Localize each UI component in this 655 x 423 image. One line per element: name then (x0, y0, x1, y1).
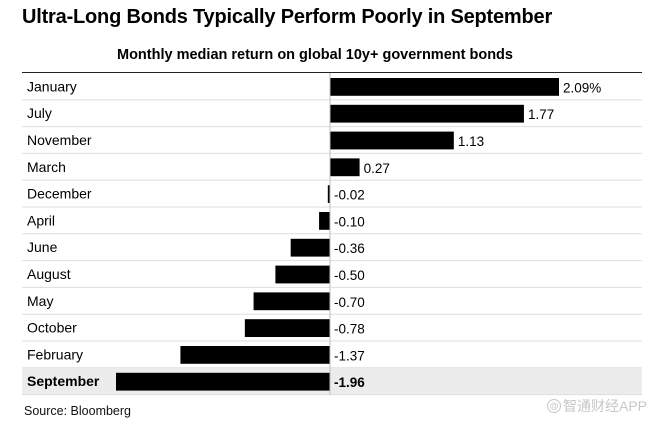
watermark-text: 智通财经APP (562, 398, 647, 414)
category-label-august: August (27, 266, 71, 282)
category-label-september: September (27, 373, 100, 389)
source-note: Source: Bloomberg (24, 404, 132, 418)
category-label-july: July (27, 105, 52, 121)
bar-september (116, 372, 330, 391)
value-label-may: -0.70 (334, 295, 365, 310)
bar-january (330, 78, 559, 96)
bar-august (275, 265, 330, 284)
category-label-march: March (27, 159, 66, 175)
highlight-row-september (22, 367, 642, 395)
value-label-november: 1.13 (458, 134, 484, 149)
category-label-january: January (27, 78, 77, 94)
value-label-october: -0.78 (334, 322, 365, 337)
value-label-july: 1.77 (528, 107, 554, 122)
at-icon: @ (546, 399, 561, 413)
value-label-june: -0.36 (334, 241, 365, 256)
bar-april (319, 212, 330, 230)
bar-june (290, 238, 330, 257)
category-label-october: October (27, 320, 77, 336)
category-label-february: February (27, 346, 83, 362)
value-label-march: 0.27 (364, 161, 390, 176)
chart-subtitle: Monthly median return on global 10y+ gov… (117, 47, 513, 63)
category-label-june: June (27, 239, 58, 255)
category-label-december: December (27, 186, 92, 202)
bar-february (180, 346, 330, 364)
value-label-august: -0.50 (334, 268, 365, 283)
watermark: @ 智通财经APP (546, 396, 647, 416)
bar-december (327, 185, 330, 203)
value-label-december: -0.02 (334, 188, 365, 203)
chart-title: Ultra-Long Bonds Typically Perform Poorl… (22, 6, 553, 28)
category-label-april: April (27, 212, 55, 228)
bar-july (330, 104, 524, 123)
value-label-january: 2.09% (563, 80, 601, 95)
bar-may (253, 292, 330, 311)
value-label-february: -1.37 (334, 348, 365, 363)
category-label-november: November (27, 132, 92, 148)
value-label-september: -1.96 (334, 375, 365, 390)
top-rule (22, 72, 642, 73)
category-label-may: May (27, 293, 53, 309)
bar-november (330, 131, 454, 150)
bar-march (330, 158, 360, 177)
bar-october (244, 319, 330, 337)
value-label-april: -0.10 (334, 214, 365, 229)
